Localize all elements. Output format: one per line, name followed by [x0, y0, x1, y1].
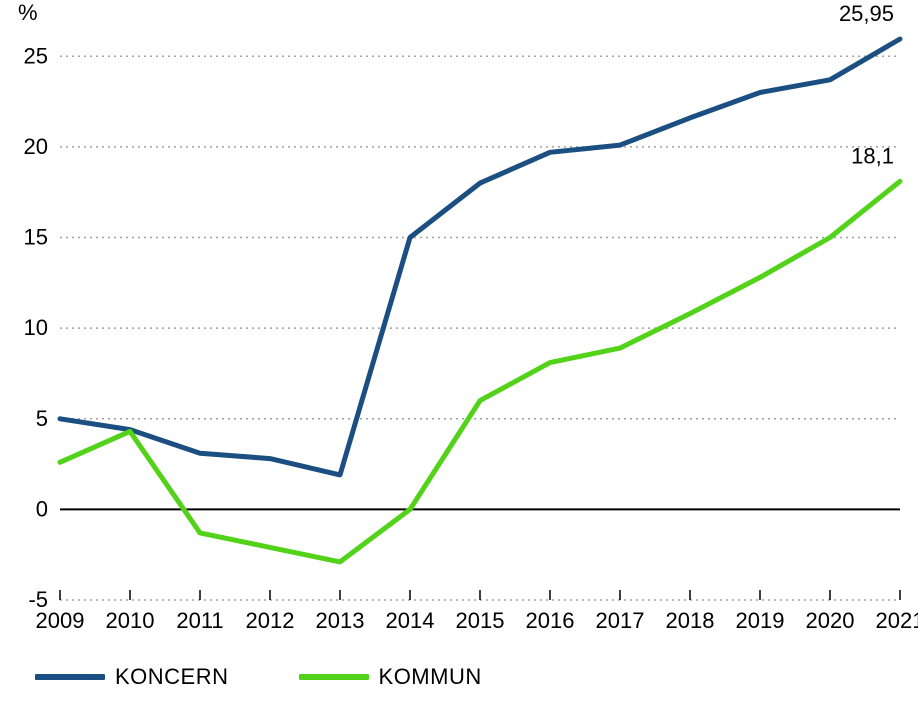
- y-axis-unit: %: [18, 0, 38, 26]
- svg-text:25: 25: [24, 43, 48, 68]
- svg-text:25,95: 25,95: [839, 1, 894, 26]
- svg-text:2017: 2017: [596, 608, 645, 633]
- svg-text:18,1: 18,1: [851, 143, 894, 168]
- legend-item-koncern: KONCERN: [35, 664, 229, 690]
- svg-text:2010: 2010: [106, 608, 155, 633]
- svg-text:2014: 2014: [386, 608, 435, 633]
- svg-text:15: 15: [24, 225, 48, 250]
- svg-text:0: 0: [36, 496, 48, 521]
- svg-text:2015: 2015: [456, 608, 505, 633]
- legend-label-koncern: KONCERN: [115, 664, 229, 690]
- legend-label-kommun: KOMMUN: [379, 664, 482, 690]
- svg-text:5: 5: [36, 406, 48, 431]
- chart-svg: -505101520252009201020112012201320142015…: [0, 0, 918, 650]
- svg-text:10: 10: [24, 315, 48, 340]
- svg-text:20: 20: [24, 134, 48, 159]
- svg-text:2011: 2011: [176, 608, 223, 633]
- svg-text:2013: 2013: [316, 608, 365, 633]
- svg-text:2020: 2020: [806, 608, 855, 633]
- legend-swatch-koncern: [35, 674, 105, 680]
- svg-text:2021: 2021: [876, 608, 918, 633]
- chart-legend: KONCERN KOMMUN: [35, 664, 482, 690]
- svg-text:2019: 2019: [736, 608, 785, 633]
- legend-swatch-kommun: [299, 674, 369, 680]
- svg-text:2016: 2016: [526, 608, 575, 633]
- legend-item-kommun: KOMMUN: [299, 664, 482, 690]
- line-chart: % -5051015202520092010201120122013201420…: [0, 0, 918, 704]
- svg-text:2018: 2018: [666, 608, 715, 633]
- svg-text:2009: 2009: [36, 608, 85, 633]
- svg-text:2012: 2012: [246, 608, 295, 633]
